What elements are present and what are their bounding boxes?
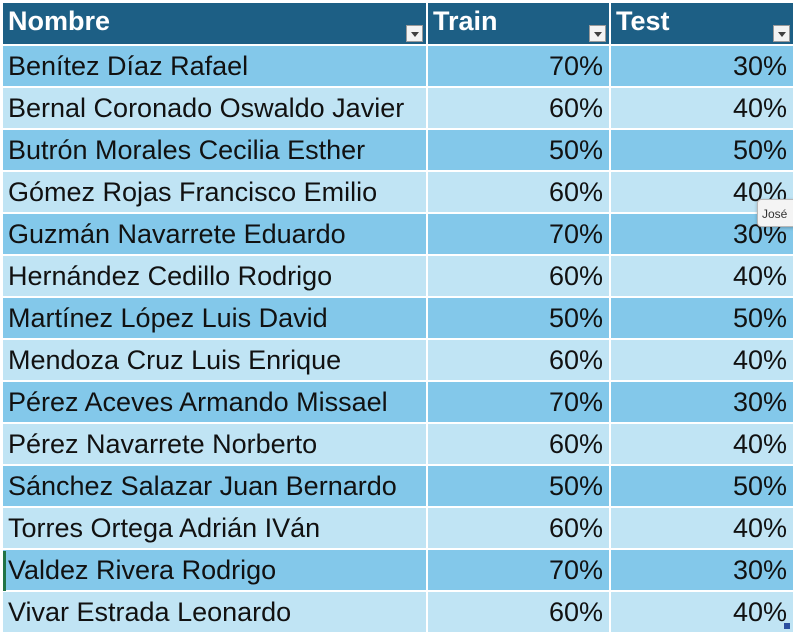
cell-test[interactable]: 30% <box>610 549 793 591</box>
column-header-train[interactable]: Train <box>427 3 610 45</box>
filter-dropdown-icon[interactable] <box>406 25 423 42</box>
table-row: Martínez López Luis David 50% 50% <box>3 297 793 339</box>
cell-train[interactable]: 60% <box>427 87 610 129</box>
cell-nombre[interactable]: Mendoza Cruz Luis Enrique <box>3 339 427 381</box>
cell-train[interactable]: 60% <box>427 507 610 549</box>
cell-test[interactable]: 40% <box>610 507 793 549</box>
filter-dropdown-icon[interactable] <box>589 25 606 42</box>
filter-dropdown-icon[interactable] <box>773 25 790 42</box>
cell-test[interactable]: 50% <box>610 465 793 507</box>
cell-test[interactable]: 40% <box>610 423 793 465</box>
cell-nombre[interactable]: Guzmán Navarrete Eduardo <box>3 213 427 255</box>
cell-nombre[interactable]: Martínez López Luis David <box>3 297 427 339</box>
cell-nombre[interactable]: Benítez Díaz Rafael <box>3 45 427 87</box>
table-row: Sánchez Salazar Juan Bernardo 50% 50% <box>3 465 793 507</box>
cell-train[interactable]: 70% <box>427 213 610 255</box>
cell-train[interactable]: 50% <box>427 129 610 171</box>
table-row: Valdez Rivera Rodrigo 70% 30% <box>3 549 793 591</box>
cell-train[interactable]: 60% <box>427 591 610 633</box>
table-row: Pérez Aceves Armando Missael 70% 30% <box>3 381 793 423</box>
cell-train[interactable]: 60% <box>427 339 610 381</box>
cell-comment-tooltip: José <box>757 199 793 227</box>
cell-train[interactable]: 50% <box>427 465 610 507</box>
cell-nombre[interactable]: Bernal Coronado Oswaldo Javier <box>3 87 427 129</box>
table-row: Bernal Coronado Oswaldo Javier 60% 40% <box>3 87 793 129</box>
column-header-test[interactable]: Test <box>610 3 793 45</box>
cell-nombre[interactable]: Hernández Cedillo Rodrigo <box>3 255 427 297</box>
table-row: Butrón Morales Cecilia Esther 50% 50% <box>3 129 793 171</box>
column-header-label: Train <box>433 6 498 36</box>
data-table: Nombre Train Test Benítez Díaz Rafael 70… <box>3 3 793 634</box>
cell-test[interactable]: 30% <box>610 45 793 87</box>
table-row: Pérez Navarrete Norberto 60% 40% <box>3 423 793 465</box>
cell-nombre[interactable]: Pérez Aceves Armando Missael <box>3 381 427 423</box>
cell-test[interactable]: 30% <box>610 381 793 423</box>
cell-test[interactable]: 40% <box>610 255 793 297</box>
table-row: Benítez Díaz Rafael 70% 30% <box>3 45 793 87</box>
table-row: Vivar Estrada Leonardo 60% 40% <box>3 591 793 633</box>
active-cell-indicator <box>3 551 6 591</box>
cell-test[interactable]: 50% <box>610 297 793 339</box>
table-row: Torres Ortega Adrián IVán 60% 40% <box>3 507 793 549</box>
cell-nombre[interactable]: Valdez Rivera Rodrigo <box>3 549 427 591</box>
cell-test[interactable]: 40% <box>610 339 793 381</box>
cell-train[interactable]: 60% <box>427 423 610 465</box>
cell-nombre[interactable]: Torres Ortega Adrián IVán <box>3 507 427 549</box>
column-header-label: Nombre <box>8 6 110 36</box>
table-row: Gómez Rojas Francisco Emilio 60% 40% <box>3 171 793 213</box>
cell-test[interactable]: 40% <box>610 87 793 129</box>
cell-nombre[interactable]: Butrón Morales Cecilia Esther <box>3 129 427 171</box>
cell-test[interactable]: 40% <box>610 591 793 633</box>
cell-train[interactable]: 60% <box>427 255 610 297</box>
column-header-nombre[interactable]: Nombre <box>3 3 427 45</box>
table-row: Guzmán Navarrete Eduardo 70% 30% <box>3 213 793 255</box>
cell-nombre[interactable]: Vivar Estrada Leonardo <box>3 591 427 633</box>
cell-test[interactable]: 50% <box>610 129 793 171</box>
cell-nombre[interactable]: Pérez Navarrete Norberto <box>3 423 427 465</box>
table-resize-handle-icon[interactable] <box>784 623 790 629</box>
cell-train[interactable]: 60% <box>427 171 610 213</box>
column-header-label: Test <box>616 6 670 36</box>
header-row: Nombre Train Test <box>3 3 793 45</box>
table-row: Hernández Cedillo Rodrigo 60% 40% <box>3 255 793 297</box>
cell-nombre[interactable]: Gómez Rojas Francisco Emilio <box>3 171 427 213</box>
cell-train[interactable]: 50% <box>427 297 610 339</box>
cell-nombre[interactable]: Sánchez Salazar Juan Bernardo <box>3 465 427 507</box>
cell-train[interactable]: 70% <box>427 45 610 87</box>
cell-train[interactable]: 70% <box>427 381 610 423</box>
cell-train[interactable]: 70% <box>427 549 610 591</box>
table-row: Mendoza Cruz Luis Enrique 60% 40% <box>3 339 793 381</box>
